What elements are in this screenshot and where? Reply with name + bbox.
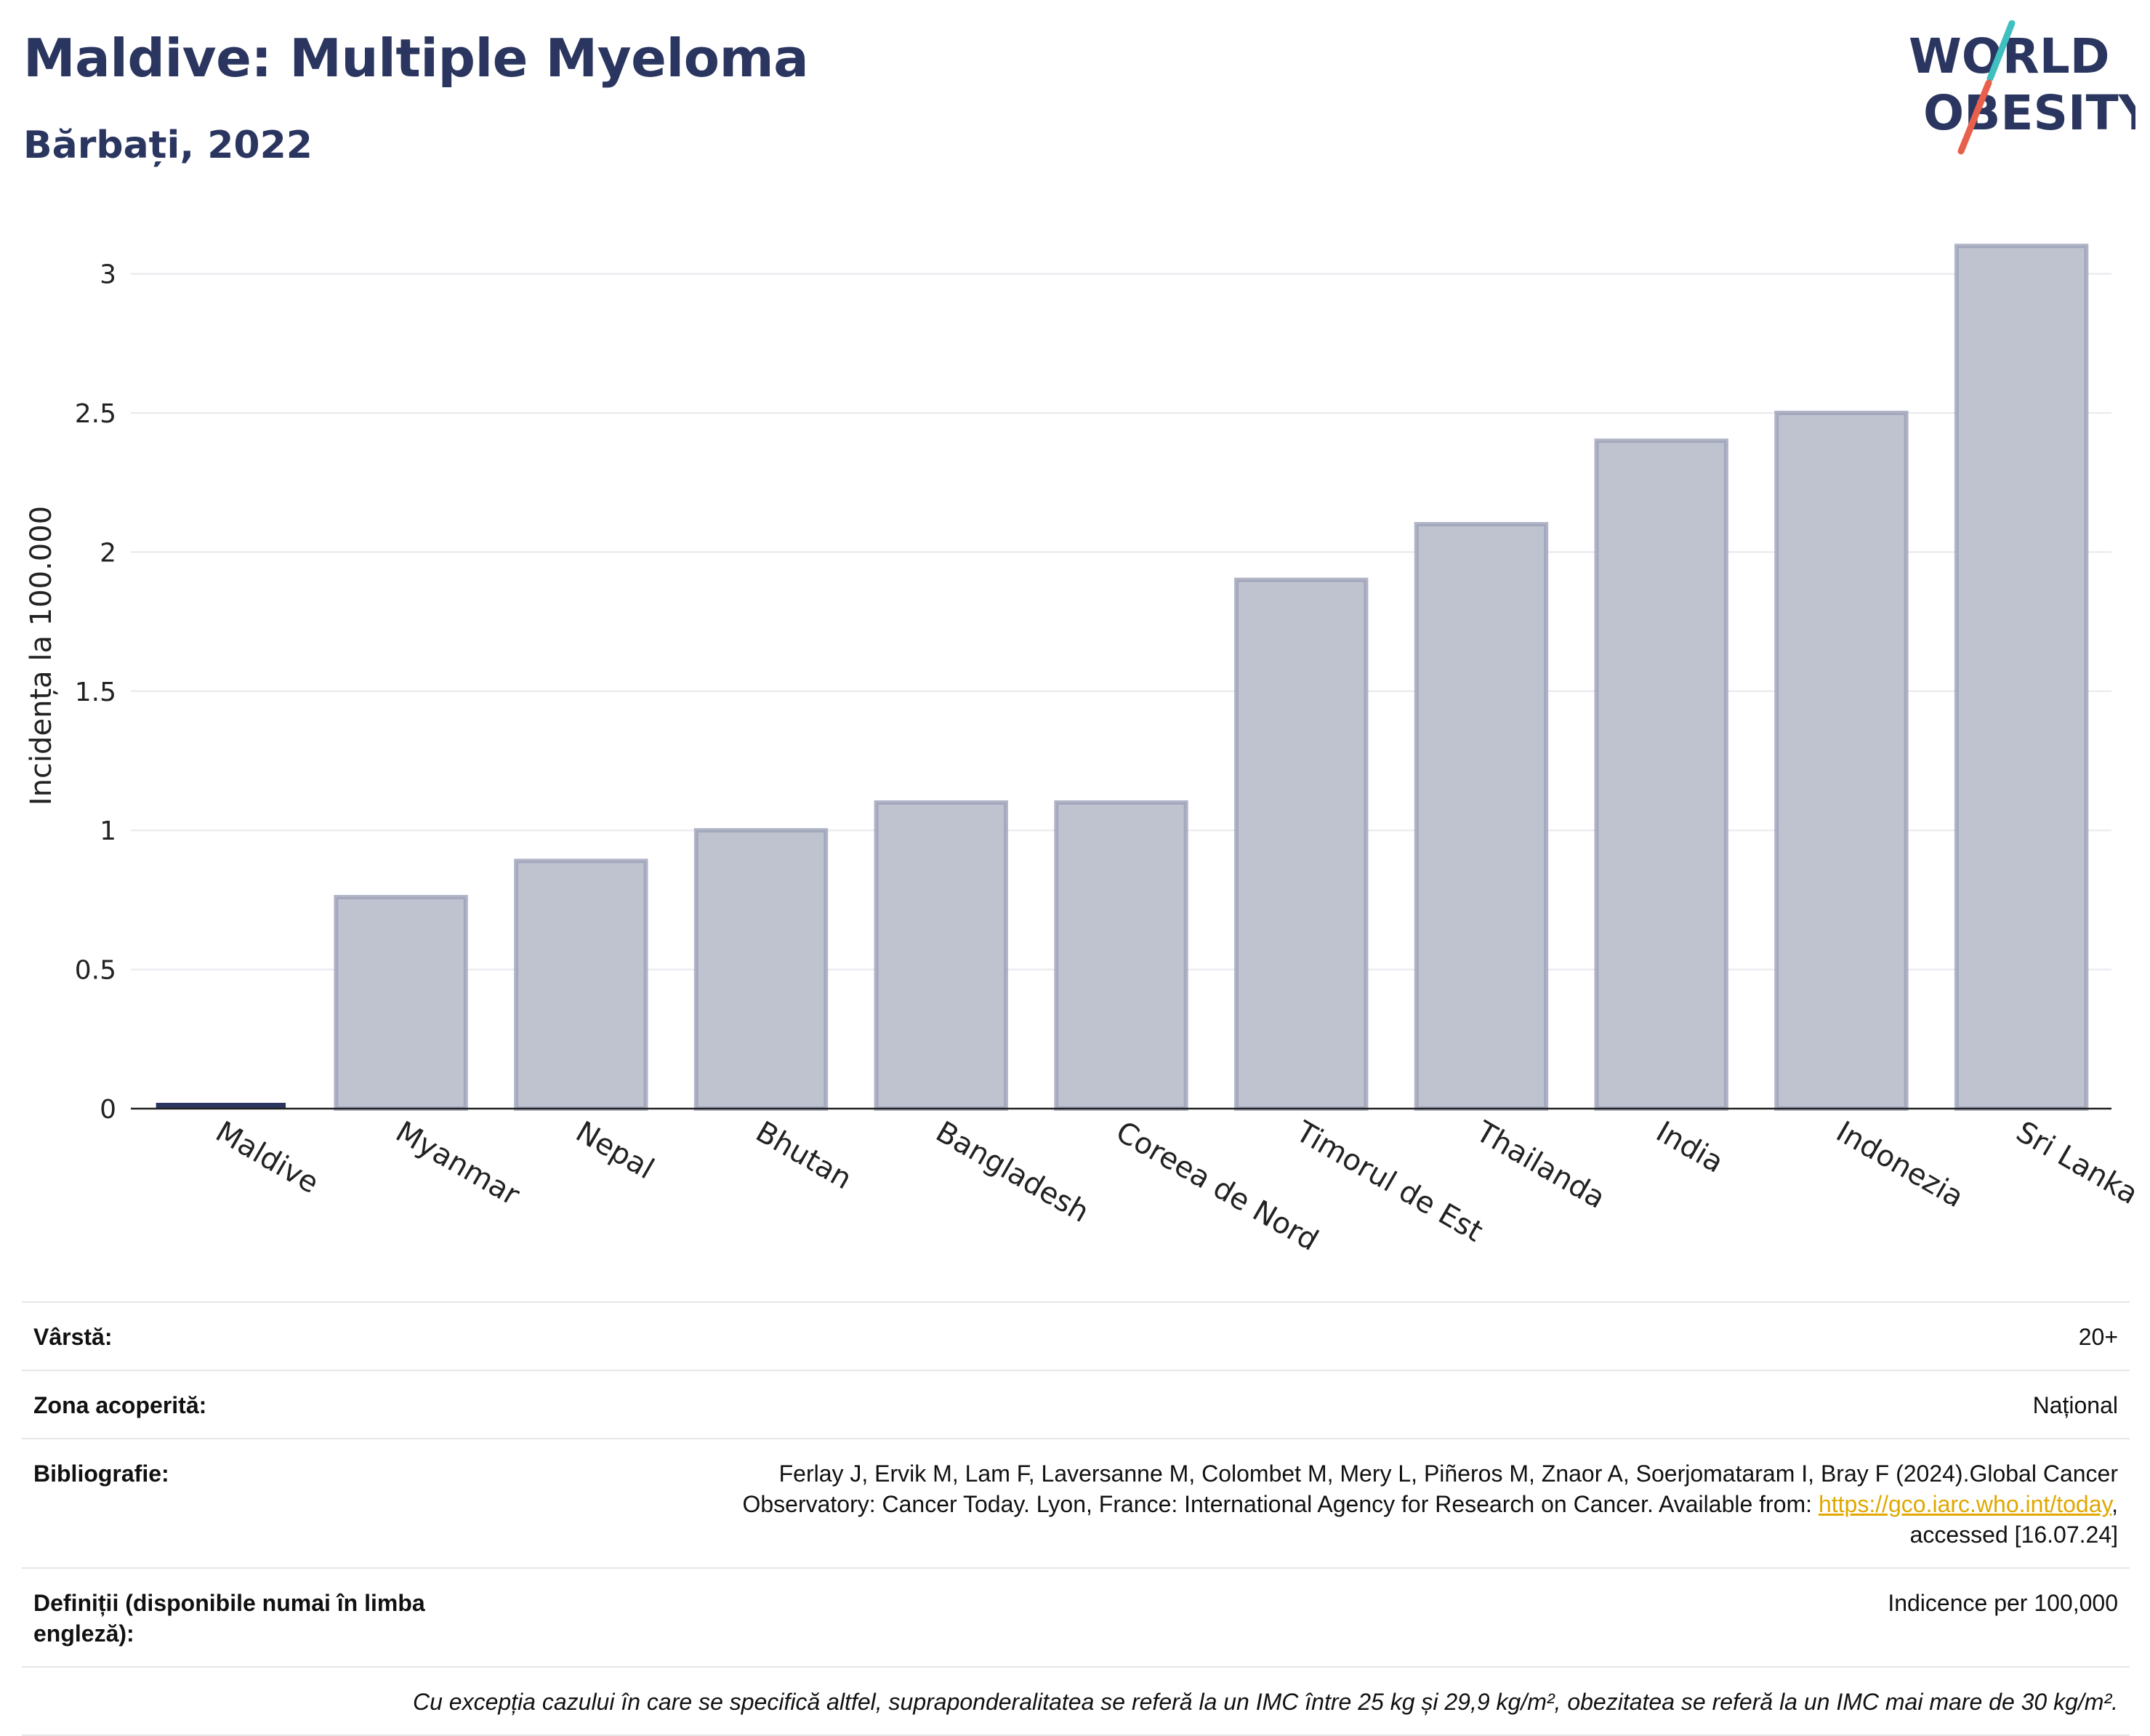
age-label: Vârstă: <box>33 1324 113 1350</box>
info-row-note: Cu excepția cazului în care se specifică… <box>22 1666 2130 1736</box>
x-axis-labels: Maldive Myanmar Nepal Bhutan Bangladesh Coree… <box>210 1114 2143 1258</box>
area-label: Zona acoperită: <box>33 1392 207 1418</box>
info-table: Vârstă: 20+ Zona acoperită: Național Bib… <box>22 1301 2130 1736</box>
info-row-definitions: Definiții (disponibile numai în limba en… <box>22 1567 2130 1666</box>
bibliography-text-2: Observatory: Cancer Today. Lyon, France:… <box>742 1491 1819 1517</box>
x-tick-label: Maldive <box>210 1115 324 1200</box>
x-tick-label: Sri Lanka <box>2010 1115 2143 1211</box>
area-value: Național <box>2032 1392 2118 1418</box>
x-tick-label: Thailanda <box>1470 1114 1611 1215</box>
x-tick-label: Bhutan <box>750 1115 857 1197</box>
definitions-label: Definiții (disponibile numai în limba en… <box>33 1590 425 1647</box>
bar-nepal <box>514 859 648 1111</box>
y-tick-label: 0.5 <box>75 956 116 986</box>
bar-timorul-de-est <box>1234 577 1369 1111</box>
bar-myanmar <box>334 895 468 1111</box>
y-tick-label: 1 <box>100 816 116 846</box>
x-tick-label: Coreea de Nord <box>1111 1115 1324 1258</box>
bibliography-text-3: , <box>2111 1491 2118 1517</box>
x-tick-label: India <box>1651 1115 1729 1180</box>
world-obesity-logo: WORLD OBESITY <box>1909 20 2135 155</box>
definitions-value: Indicence per 100,000 <box>1888 1590 2118 1616</box>
bar-chart: 0 0.5 1 1.5 2 2.5 3 Maldive Myanmar Nepal Bhutan B… <box>25 244 2143 1258</box>
bar-bhutan <box>693 828 829 1111</box>
info-row-bibliography: Bibliografie: Ferlay J, Ervik M, Lam F, … <box>22 1438 2130 1567</box>
bar-maldive <box>156 1103 286 1109</box>
logo-slash-teal <box>1986 20 2016 82</box>
y-tick-label: 2 <box>100 538 116 568</box>
bibliography-text-1: Ferlay J, Ervik M, Lam F, Laversanne M, … <box>778 1460 2118 1487</box>
bar-sri-lanka <box>1954 244 2089 1111</box>
bibliography-link[interactable]: https://gco.iarc.who.int/today <box>1818 1491 2112 1517</box>
info-row-age: Vârstă: 20+ <box>22 1301 2130 1370</box>
bibliography-label: Bibliografie: <box>33 1460 169 1487</box>
y-tick-label: 0 <box>100 1095 116 1125</box>
page-title: Maldive: Multiple Myeloma <box>23 28 809 89</box>
bibliography-text-4: accessed [16.07.24] <box>1909 1522 2118 1548</box>
chart-bars <box>156 244 2089 1111</box>
page-subtitle: Bărbați, 2022 <box>23 124 313 167</box>
footnote: Cu excepția cazului în care se specifică… <box>412 1689 2118 1715</box>
x-tick-label: Myanmar <box>390 1115 526 1213</box>
bar-indonezia <box>1774 410 1909 1111</box>
x-tick-label: Indonezia <box>1830 1115 1969 1215</box>
age-value: 20+ <box>2078 1324 2118 1350</box>
y-tick-label: 1.5 <box>75 678 116 707</box>
bar-coreea-de-nord <box>1054 800 1188 1111</box>
y-tick-label: 2.5 <box>75 399 116 429</box>
logo-text-obesity: OBESITY <box>1923 85 2135 141</box>
logo-slash-red <box>1957 79 1992 155</box>
bibliography-value: Ferlay J, Ervik M, Lam F, Laversanne M, … <box>499 1458 2118 1550</box>
bar-bangladesh <box>874 800 1008 1111</box>
y-axis-ticks: 0 0.5 1 1.5 2 2.5 3 <box>75 260 116 1125</box>
y-axis-label: Incidența la 100.000 <box>25 506 58 805</box>
x-tick-label: Bangladesh <box>930 1115 1095 1229</box>
bar-india <box>1594 438 1728 1111</box>
bar-thailanda <box>1414 522 1549 1111</box>
x-tick-label: Nepal <box>570 1115 659 1186</box>
y-tick-label: 3 <box>100 260 116 290</box>
info-row-area: Zona acoperită: Național <box>22 1370 2130 1438</box>
